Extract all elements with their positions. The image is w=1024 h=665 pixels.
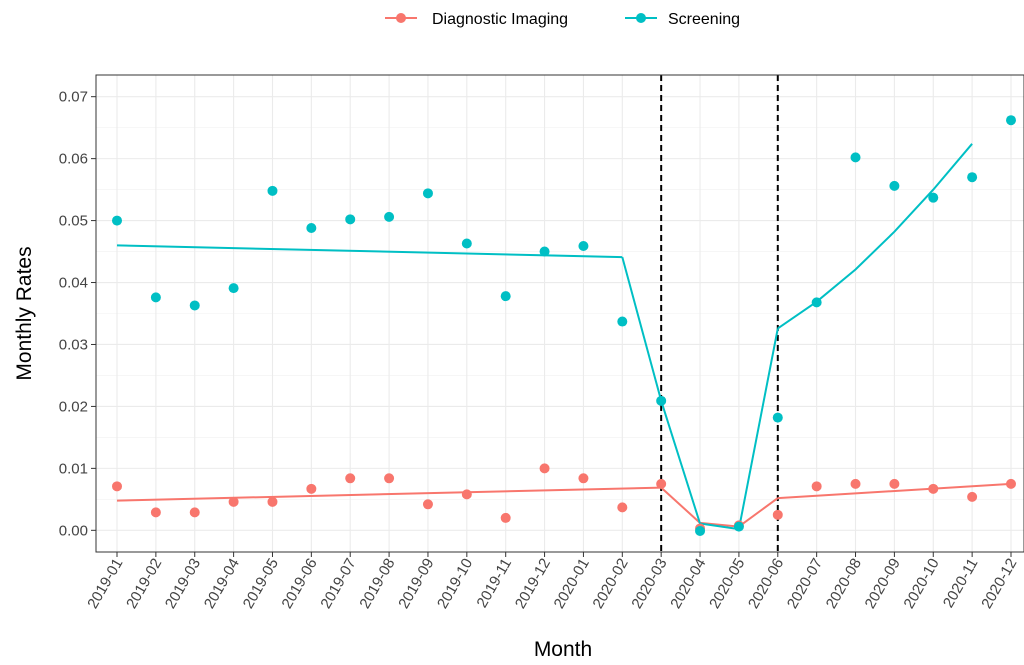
point-screening	[967, 172, 978, 183]
plot-border	[95, 74, 1024, 553]
fit-line-diagnostic-imaging	[116, 486, 662, 502]
point-screening	[656, 395, 667, 406]
y-tick-label: 0.05	[59, 213, 88, 230]
y-tick-label: 0.04	[59, 275, 88, 292]
y-tick-label: 0.02	[59, 398, 88, 415]
legend-key-dot	[636, 13, 646, 23]
point-screening	[306, 223, 317, 234]
point-diagnostic-imaging	[889, 478, 900, 489]
point-diagnostic-imaging	[306, 483, 317, 494]
point-diagnostic-imaging	[112, 481, 122, 492]
point-diagnostic-imaging	[578, 473, 589, 484]
point-screening	[811, 297, 822, 308]
legend-item-screening: Screening	[625, 11, 740, 28]
point-screening	[189, 300, 200, 311]
point-screening	[461, 238, 472, 249]
point-diagnostic-imaging	[267, 496, 278, 507]
point-screening	[889, 180, 900, 191]
point-screening	[500, 291, 511, 302]
y-axis: 0.00 0.01 0.02 0.03 0.04 0.05 0.06 0.07	[59, 89, 96, 539]
y-tick-label: 0.01	[59, 460, 88, 477]
fit-line-diagnostic-imaging	[660, 486, 779, 528]
grid	[96, 75, 1024, 552]
point-diagnostic-imaging	[656, 478, 667, 489]
point-screening	[384, 211, 395, 222]
point-diagnostic-imaging	[928, 483, 939, 494]
point-diagnostic-imaging	[772, 509, 783, 520]
point-diagnostic-imaging	[539, 463, 550, 474]
point-diagnostic-imaging	[1006, 478, 1016, 489]
legend-label: Diagnostic Imaging	[432, 11, 568, 28]
x-axis-title: Month	[534, 638, 592, 661]
fit-line-screening	[116, 244, 623, 259]
legend: Diagnostic Imaging Screening	[385, 11, 740, 28]
point-diagnostic-imaging	[345, 473, 356, 484]
point-screening	[267, 185, 278, 196]
legend-key-dot	[396, 13, 406, 23]
point-diagnostic-imaging	[189, 507, 200, 518]
point-diagnostic-imaging	[228, 496, 239, 507]
y-tick-label: 0.07	[59, 89, 88, 106]
fit-line-diagnostic-imaging	[777, 482, 1012, 500]
point-screening	[772, 412, 783, 423]
point-diagnostic-imaging	[422, 499, 433, 510]
point-diagnostic-imaging	[500, 512, 511, 523]
point-screening	[345, 214, 356, 225]
point-screening	[1006, 115, 1016, 126]
point-diagnostic-imaging	[384, 473, 395, 484]
point-diagnostic-imaging	[461, 489, 472, 500]
point-screening	[617, 316, 628, 327]
point-screening	[150, 292, 161, 303]
point-screening	[539, 246, 550, 257]
y-axis-title: Monthly Rates	[13, 246, 36, 380]
y-tick-label: 0.06	[59, 151, 88, 168]
legend-label: Screening	[668, 11, 740, 28]
data-points	[112, 115, 1016, 536]
point-screening	[695, 525, 706, 536]
point-diagnostic-imaging	[811, 481, 822, 492]
point-screening	[850, 152, 861, 163]
point-diagnostic-imaging	[850, 478, 861, 489]
point-screening	[112, 215, 122, 226]
y-tick-label: 0.00	[59, 522, 88, 539]
point-screening	[422, 188, 433, 199]
point-diagnostic-imaging	[150, 507, 161, 518]
point-diagnostic-imaging	[617, 502, 628, 513]
legend-item-diagnostic-imaging: Diagnostic Imaging	[385, 11, 568, 28]
point-screening	[733, 521, 744, 532]
fit-line-screening	[777, 143, 973, 330]
point-diagnostic-imaging	[967, 491, 978, 502]
point-screening	[928, 192, 939, 203]
y-tick-label: 0.03	[59, 336, 88, 353]
point-screening	[578, 240, 589, 251]
point-screening	[228, 283, 239, 294]
